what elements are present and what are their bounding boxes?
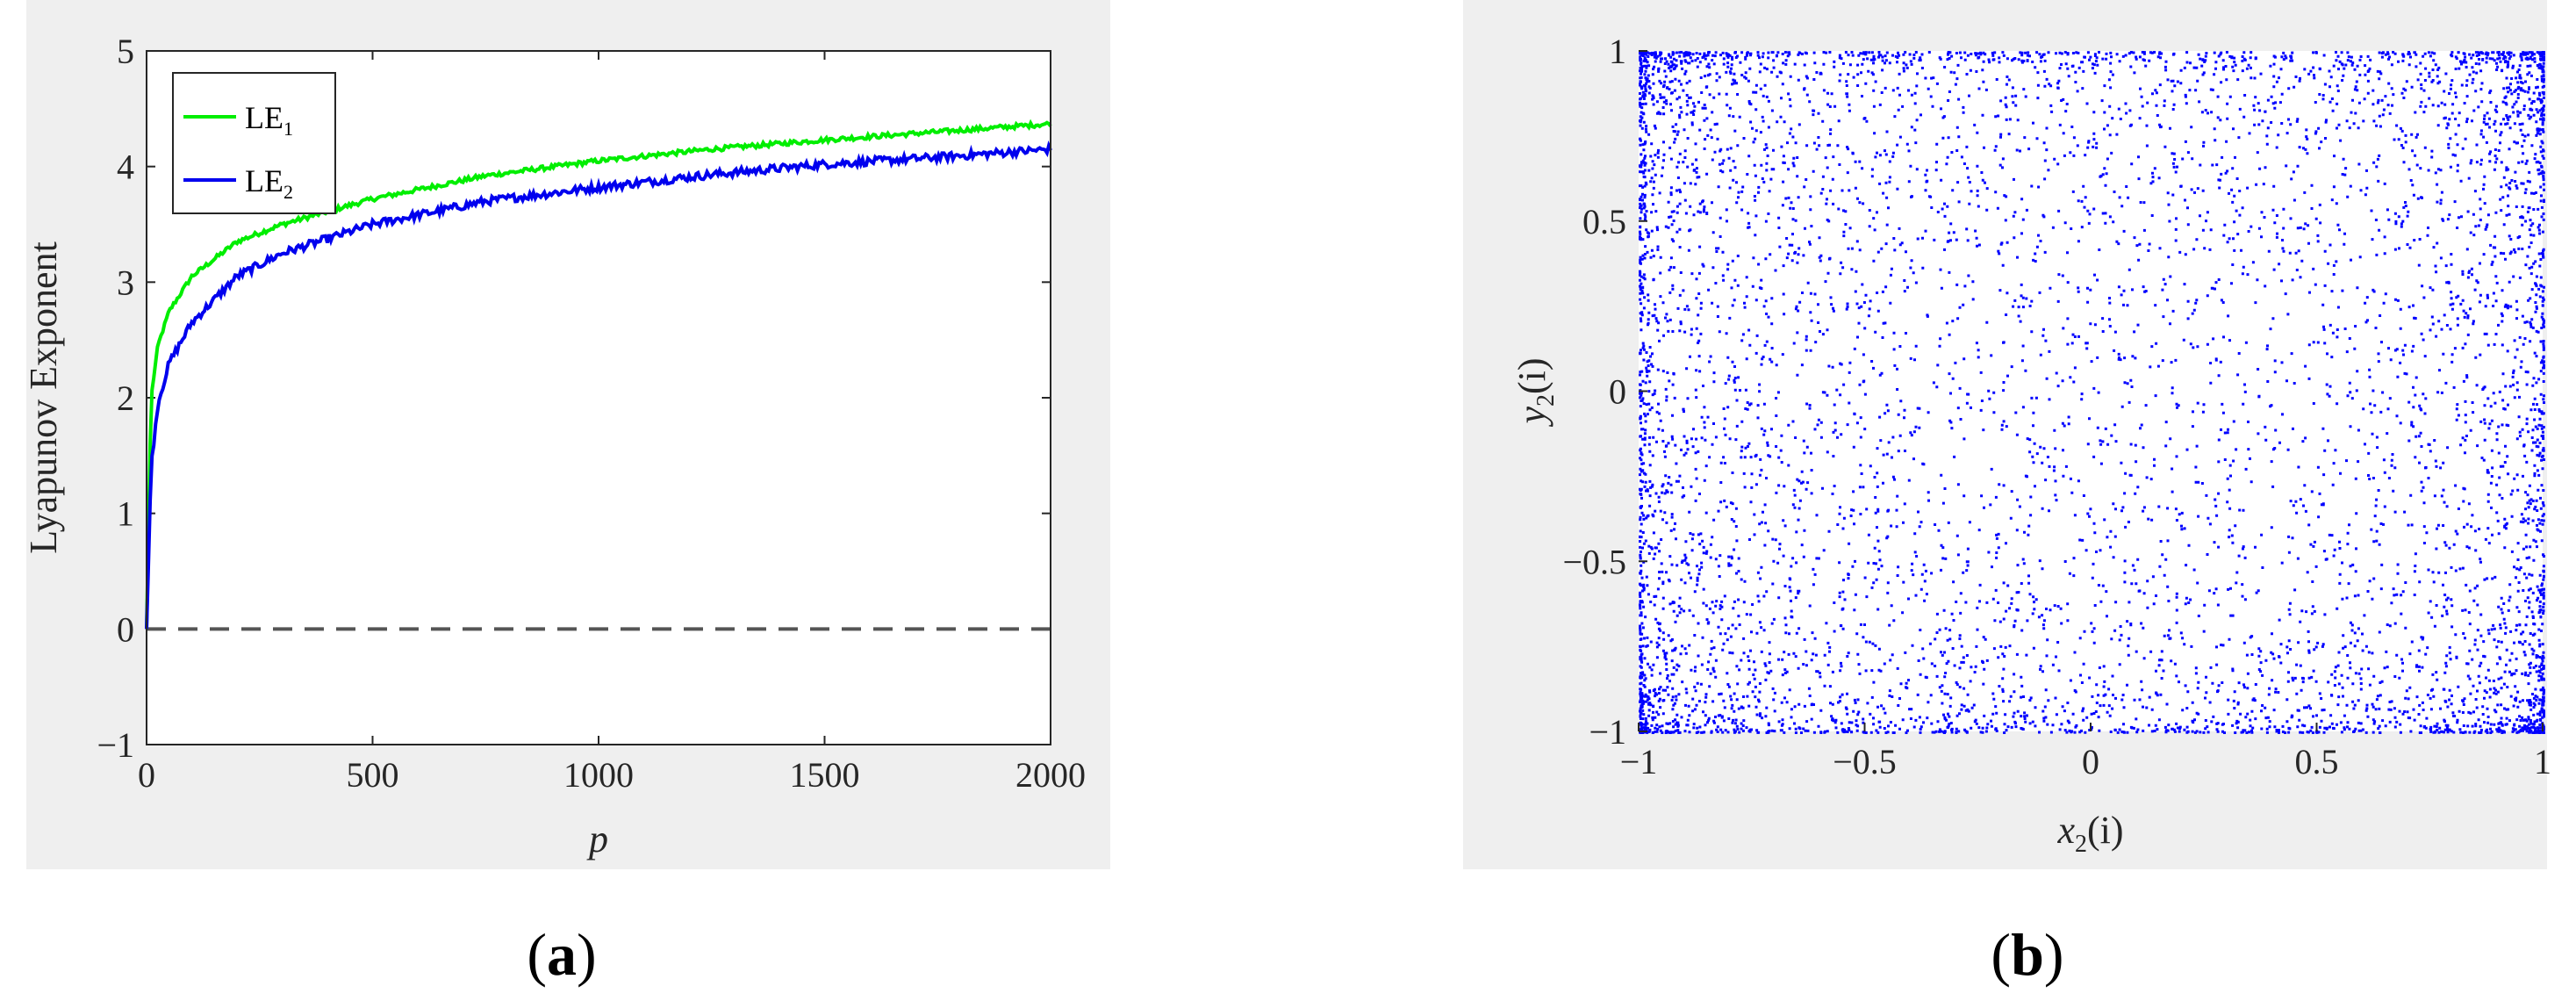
panel-a-xtick-label: 1000 <box>563 755 634 795</box>
panel-a-xtick-label: 1500 <box>790 755 860 795</box>
series-le1-line <box>145 119 1052 630</box>
panel-b-chart: −1 −0.5 0 0.5 1 −1 −0.5 0 0.5 1 x2(i) y2(i) <box>1463 0 2551 869</box>
panel-b-ytick-label: −0.5 <box>1562 542 1626 581</box>
panel-a-axes-box <box>146 50 1051 745</box>
legend-label-le1: LE1 <box>245 100 293 140</box>
panel-a-y-axis-label: Lyapunov Exponent <box>22 241 65 554</box>
panel-a-ytick-label: 2 <box>117 378 134 418</box>
panel-a-xtick-label: 2000 <box>1015 755 1086 795</box>
panel-b-xtick-label: 0 <box>2082 742 2099 781</box>
legend-label-le2: LE2 <box>245 163 293 203</box>
panel-b-ytick-label: −1 <box>1589 712 1626 752</box>
panel-label-a: (a) <box>527 921 596 988</box>
panel-b-ytick-label: 0 <box>1609 372 1626 412</box>
panel-a-ytick-label: 4 <box>117 148 134 187</box>
panel-a-ytick-label: −1 <box>97 725 134 765</box>
panel-a-x-axis-label: p <box>586 817 608 860</box>
panel-a-xtick-label: 0 <box>138 755 155 795</box>
series-le2-line <box>145 140 1052 630</box>
legend-box <box>172 72 336 214</box>
panel-b-xtick-label: 0.5 <box>2295 742 2339 781</box>
panel-label-b: (b) <box>1991 921 2063 988</box>
panel-b-xtick-label: −0.5 <box>1833 742 1897 781</box>
panel-b-ytick-label: 1 <box>1609 32 1626 71</box>
panel-b-xtick-label: 1 <box>2534 742 2551 781</box>
panel-b-xtick-label: −1 <box>1620 742 1658 781</box>
panel-b-y-axis-label: y2(i) <box>1510 357 1560 427</box>
scatter-points <box>1639 51 2545 734</box>
panel-b-ytick-label: 0.5 <box>1582 202 1626 241</box>
panel-a-ytick-label: 3 <box>117 263 134 302</box>
panel-a-ytick-label: 1 <box>117 494 134 534</box>
panel-b-x-axis-label: x2(i) <box>2056 809 2123 858</box>
scatter-point-cloud <box>1639 51 2545 734</box>
panel-b-ticks: −1 −0.5 0 0.5 1 −1 −0.5 0 0.5 1 <box>1562 32 2551 781</box>
panel-b-plot-area <box>1639 51 2543 731</box>
panel-a-xtick-label: 500 <box>347 755 399 795</box>
legend: LE1 LE2 <box>172 72 336 214</box>
panel-a-ytick-label: 5 <box>117 32 134 71</box>
panel-a-ytick-label: 0 <box>117 609 134 649</box>
